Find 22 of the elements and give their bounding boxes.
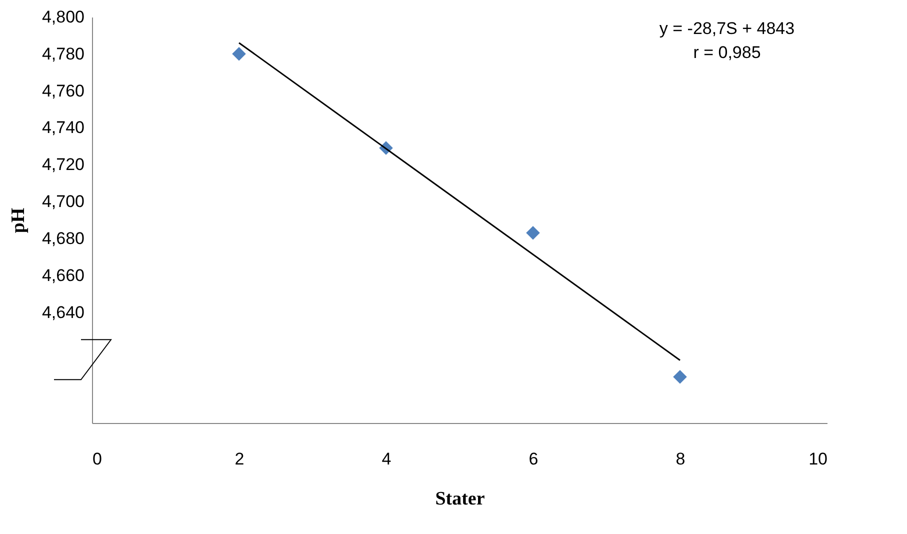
x-tick-label: 4 — [382, 450, 392, 468]
annotation: y = -28,7S + 4843 — [659, 19, 795, 38]
y-tick-label: 4,720 — [42, 155, 84, 174]
y-tick-label: 4,760 — [42, 81, 84, 100]
y-tick-label: 4,660 — [42, 266, 84, 285]
y-tick-label: 4,680 — [42, 228, 84, 248]
x-tick-label: 8 — [676, 450, 686, 468]
annotation: r = 0,985 — [693, 43, 761, 62]
y-tick-label: 4,700 — [42, 192, 84, 212]
x-axis-title: Stater — [435, 488, 486, 510]
point — [673, 370, 687, 384]
y-tick-label: 4,800 — [42, 8, 84, 26]
point — [232, 47, 246, 61]
y-tick-label: 4,780 — [42, 44, 84, 64]
y-tick-label: 4,640 — [42, 302, 84, 322]
y-tick-label: 4,740 — [42, 118, 84, 138]
x-tick-label: 10 — [808, 450, 828, 468]
y-axis-title: pH — [8, 208, 29, 234]
x-tick-label: 2 — [234, 450, 244, 468]
point — [526, 226, 540, 240]
x-tick-label: 0 — [92, 450, 102, 468]
x-tick-label: 6 — [528, 450, 538, 468]
